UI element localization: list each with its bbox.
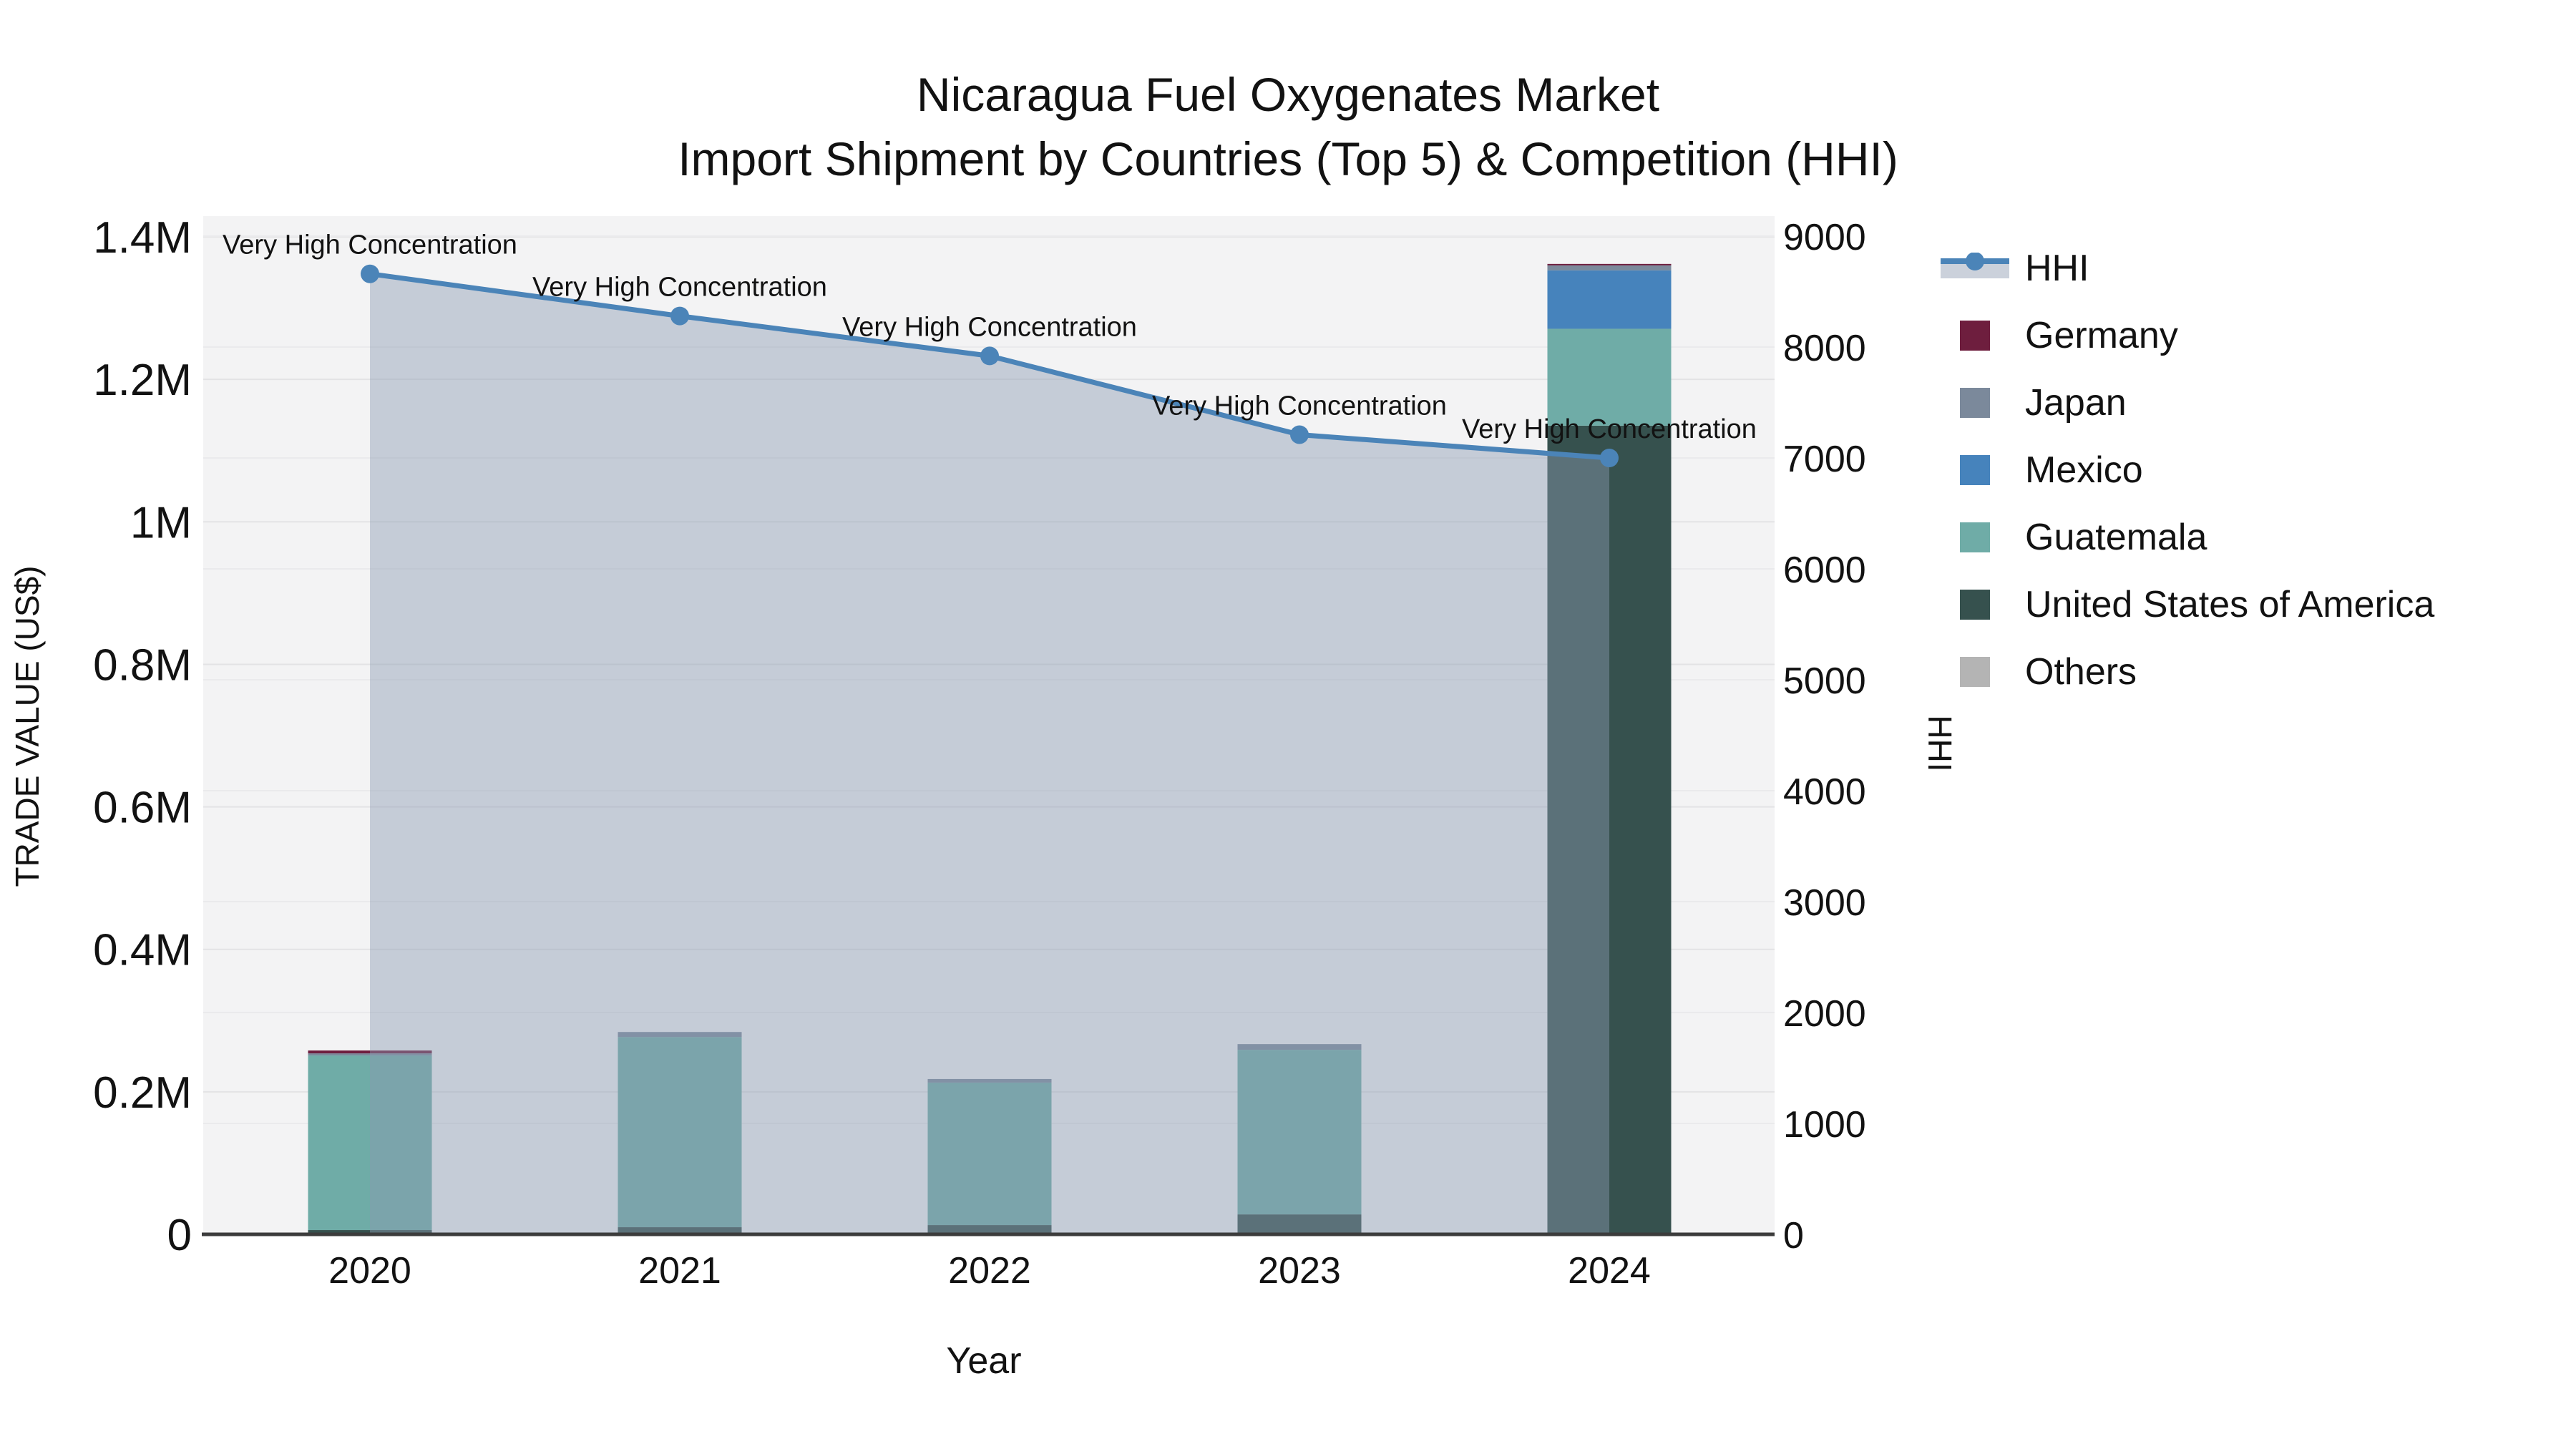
bar-segment-united-states-of-america-2021 (618, 1227, 742, 1234)
x-axis-title: Year (946, 1340, 1022, 1382)
bar-segment-japan-2024 (1547, 265, 1672, 270)
y-axis-title-left: TRADE VALUE (US$) (9, 565, 46, 887)
hhi-point-2020 (361, 264, 379, 283)
bar-segment-germany-2024 (1547, 263, 1672, 265)
chart-title: Nicaragua Fuel Oxygenates Market (916, 68, 1660, 121)
y-right-tick-label: 4000 (1783, 771, 1866, 813)
y-left-tick-label: 1.2M (93, 356, 192, 405)
color-swatch-icon (1960, 388, 1990, 418)
bar-segment-united-states-of-america-2023 (1237, 1214, 1362, 1234)
x-tick-label-2024: 2024 (1568, 1250, 1651, 1292)
x-tick-label-2023: 2023 (1258, 1250, 1341, 1292)
x-tick-label-2020: 2020 (328, 1250, 411, 1292)
legend-swatch-others (1941, 656, 2009, 688)
y-right-tick-label: 0 (1783, 1215, 1804, 1257)
legend-swatch-united-states-of-america (1941, 589, 2009, 620)
y-left-tick-label: 0.6M (93, 784, 192, 833)
legend-label: Others (2025, 651, 2137, 693)
color-swatch-icon (1960, 590, 1990, 620)
hhi-point-2023 (1290, 425, 1309, 444)
chart-subtitle: Import Shipment by Countries (Top 5) & C… (678, 132, 1898, 185)
legend-swatch-guatemala (1941, 522, 2009, 553)
legend-label: Guatemala (2025, 517, 2207, 558)
bar-segment-japan-2022 (927, 1078, 1052, 1083)
legend-swatch-japan (1941, 387, 2009, 419)
annotation-2020: Very High Concentration (223, 230, 517, 260)
y-right-tick-label: 8000 (1783, 328, 1866, 369)
y-right-tick-label: 1000 (1783, 1104, 1866, 1146)
y-right-tick-label: 6000 (1783, 550, 1866, 591)
bar-segment-germany-2020 (308, 1050, 432, 1054)
y-left-tick-label: 0 (167, 1211, 192, 1260)
hhi-point-2024 (1600, 449, 1619, 467)
color-swatch-icon (1960, 455, 1990, 485)
legend-item-guatemala: Guatemala (1941, 504, 2434, 571)
hhi-point-2022 (980, 346, 999, 366)
legend-label: HHI (2025, 248, 2089, 289)
legend-label: Mexico (2025, 449, 2143, 491)
bar-segment-guatemala-2022 (927, 1082, 1052, 1226)
y-left-tick-label: 0.4M (93, 926, 192, 975)
y-right-tick-label: 9000 (1783, 217, 1866, 258)
legend-item-japan: Japan (1941, 369, 2434, 436)
bar-segment-guatemala-2021 (618, 1037, 742, 1228)
bar-segment-united-states-of-america-2022 (927, 1225, 1052, 1234)
bar-segment-united-states-of-america-2020 (308, 1230, 432, 1234)
legend-label: Japan (2025, 382, 2127, 424)
legend-label: United States of America (2025, 584, 2435, 625)
annotation-2021: Very High Concentration (532, 273, 827, 303)
color-swatch-icon (1960, 657, 1990, 687)
plot-background (203, 216, 1775, 1234)
x-tick-label-2021: 2021 (638, 1250, 721, 1292)
color-swatch-icon (1960, 522, 1990, 552)
bar-segment-japan-2023 (1237, 1044, 1362, 1050)
bar-segment-japan-2020 (308, 1053, 432, 1056)
bar-segment-united-states-of-america-2024 (1547, 425, 1672, 1234)
bar-segment-guatemala-2020 (308, 1055, 432, 1231)
legend-item-others: Others (1941, 638, 2434, 706)
legend-item-mexico: Mexico (1941, 436, 2434, 504)
legend-swatch-germany (1941, 320, 2009, 351)
bar-segment-japan-2021 (618, 1032, 742, 1038)
y-left-tick-label: 0.2M (93, 1068, 192, 1118)
y-left-tick-label: 0.8M (93, 640, 192, 690)
annotation-2024: Very High Concentration (1462, 414, 1757, 444)
annotation-2022: Very High Concentration (842, 312, 1137, 342)
hhi-line-legend-icon (1941, 253, 2009, 284)
legend: HHI Germany Japan Mexico Guatemala United Sta… (1941, 235, 2434, 706)
hhi-point-2021 (670, 306, 689, 326)
y-left-tick-label: 1M (130, 498, 192, 547)
x-tick-label-2022: 2022 (948, 1250, 1031, 1292)
legend-item-united-states-of-america: United States of America (1941, 571, 2434, 638)
bar-segment-mexico-2024 (1547, 270, 1672, 329)
bar-segment-guatemala-2023 (1237, 1050, 1362, 1215)
legend-item-hhi: HHI (1941, 235, 2434, 302)
legend-swatch-mexico (1941, 454, 2009, 486)
y-right-tick-label: 2000 (1783, 993, 1866, 1035)
y-left-tick-label: 1.4M (93, 213, 192, 263)
legend-item-germany: Germany (1941, 302, 2434, 369)
bar-segment-guatemala-2024 (1547, 328, 1672, 426)
y-right-tick-label: 3000 (1783, 882, 1866, 924)
color-swatch-icon (1960, 321, 1990, 351)
hhi-area-fill (370, 273, 1609, 1235)
y-right-tick-label: 5000 (1783, 660, 1866, 702)
legend-label: Germany (2025, 315, 2178, 356)
annotation-2023: Very High Concentration (1152, 391, 1447, 421)
y-right-tick-label: 7000 (1783, 439, 1866, 480)
